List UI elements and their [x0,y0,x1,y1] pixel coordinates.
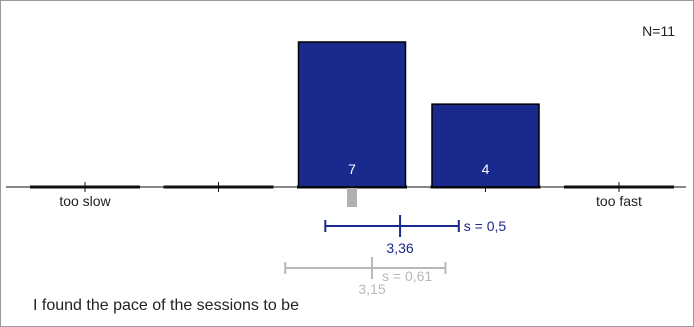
bar [297,41,407,188]
current-errorbar-sd-label: s = 0,5 [464,218,507,234]
scale-right-label: too fast [596,193,642,209]
question-text: I found the pace of the sessions to be [33,297,299,314]
comparison-errorbar-sd-label: s = 0,61 [382,268,432,284]
scale-left-label: too slow [59,193,111,209]
n-label: N=11 [642,23,675,39]
bar-value-label: 7 [348,161,356,177]
comparison-errorbar-mean-label: 3,15 [358,281,385,297]
bar-value-label: 4 [482,161,490,177]
median-marker [347,188,357,207]
bar [431,103,540,188]
errorbar-group: 3,36 s = 0,5 3,15s = 0,61 [284,215,507,297]
current-errorbar-mean-label: 3,36 [386,240,413,256]
